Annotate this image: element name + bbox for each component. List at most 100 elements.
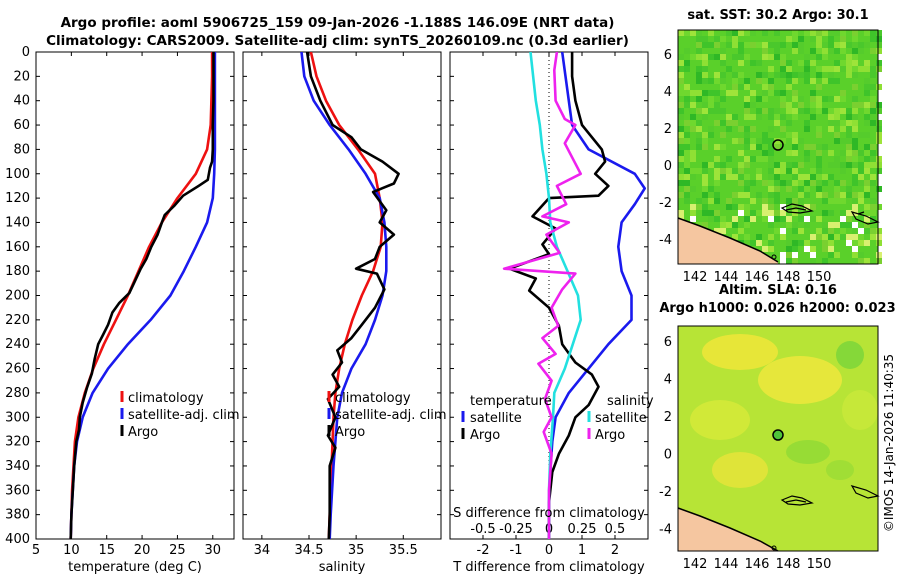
sst-map-cell (780, 114, 786, 120)
sst-map-cell (702, 168, 708, 174)
sla-map-small-island (771, 545, 777, 551)
sst-map-cell (834, 252, 840, 258)
sst-map-cell (798, 186, 804, 192)
salinity-legend-label: satellite-adj. clim (335, 408, 447, 423)
sst-map-cell (786, 72, 792, 78)
sla-map-title-line2: Argo h1000: 0.026 h2000: 0.023 (659, 301, 896, 316)
sst-map-cell (708, 216, 714, 222)
sst-map-cell (792, 198, 798, 204)
sst-map-cell (816, 162, 822, 168)
sst-map-cell (744, 180, 750, 186)
salinity-panel-frame (242, 51, 442, 540)
sst-map-cell (822, 48, 828, 54)
sst-map-cell (690, 186, 696, 192)
sst-map-cell (696, 168, 702, 174)
sst-map-cell (786, 180, 792, 186)
sst-map-cell (822, 240, 828, 246)
ticks-layer: 0204060801001201401601802002202402602803… (5, 45, 648, 558)
sst-map-cell (840, 30, 846, 36)
sst-map-cell (702, 162, 708, 168)
sst-map-cell (690, 150, 696, 156)
sst-map-cell (792, 258, 798, 264)
depth-tick-label: 100 (5, 167, 30, 182)
sst-map-cell (798, 138, 804, 144)
map-lat-tick-label: 2 (664, 122, 672, 137)
temperature-xlabel: temperature (deg C) (68, 560, 202, 575)
map-lat-tick-label: -2 (659, 485, 672, 500)
sst-map-cell (732, 84, 738, 90)
sst-map-cell (744, 114, 750, 120)
sst-map-cell (708, 162, 714, 168)
sst-map-cell (750, 60, 756, 66)
sst-map-cell (774, 186, 780, 192)
sst-map-cell (870, 72, 876, 78)
sst-map-cell (714, 36, 720, 42)
sst-map-cell (822, 174, 828, 180)
sst-map-cell (804, 180, 810, 186)
sst-map-cell (744, 162, 750, 168)
sst-map-cell (714, 108, 720, 114)
sst-map-cell (804, 240, 810, 246)
sst-map-cell (858, 234, 864, 240)
sst-map-cell (750, 240, 756, 246)
sst-map-cell (822, 78, 828, 84)
sst-map-cell (774, 108, 780, 114)
sst-map-cell (678, 108, 684, 114)
sst-map-cell (786, 198, 792, 204)
sst-map-cell (774, 210, 780, 216)
sst-map-cell (720, 96, 726, 102)
sst-map-cell (690, 204, 696, 210)
sst-map-cell (768, 156, 774, 162)
sst-map-cell (684, 66, 690, 72)
sst-map-cell (786, 78, 792, 84)
sst-map-cell (864, 216, 870, 222)
sst-map-cell (720, 174, 726, 180)
sst-map-cell (870, 228, 876, 234)
sst-map-cell (792, 168, 798, 174)
sst-map-cell (750, 198, 756, 204)
sst-map-cell (846, 240, 852, 246)
sst-map-cell (798, 42, 804, 48)
sst-map-cell (792, 204, 798, 210)
sst-map-cell (870, 174, 876, 180)
sst-map-cell (678, 78, 684, 84)
sst-map-cell (810, 168, 816, 174)
sst-map-cell (750, 42, 756, 48)
sst-map-cell (876, 252, 882, 258)
sst-map-cell (684, 120, 690, 126)
sst-map-cell (696, 198, 702, 204)
sst-map-cell (714, 156, 720, 162)
sst-map-cell (702, 174, 708, 180)
sst-map-cell (738, 168, 744, 174)
sst-map-cell (768, 162, 774, 168)
sst-map-cell (858, 150, 864, 156)
sst-map-cell (780, 72, 786, 78)
sst-map-cell (774, 162, 780, 168)
sst-map-cell (756, 240, 762, 246)
sst-map-cell (780, 126, 786, 132)
sst-map-cell (870, 120, 876, 126)
sst-map-cell (684, 162, 690, 168)
sst-map-cell (738, 48, 744, 54)
sst-map-cell (840, 90, 846, 96)
depth-tick-label: 320 (5, 435, 30, 450)
sst-map-cell (786, 186, 792, 192)
salinity-legend-label: climatology (335, 391, 411, 406)
sst-map-cell (738, 42, 744, 48)
temperature-x-tick-label: 30 (205, 543, 222, 558)
sst-map-cell (852, 72, 858, 78)
sst-map-cell (876, 138, 882, 144)
sst-map-cell (780, 66, 786, 72)
sst-map-cell (744, 216, 750, 222)
sla-map-island-contour (780, 495, 814, 506)
sst-map-cell (780, 180, 786, 186)
sst-map-cell (852, 246, 858, 252)
sst-map-cell (678, 156, 684, 162)
figure-title-line2: Climatology: CARS2009. Satellite-adj cli… (46, 33, 629, 49)
sst-map-cell (846, 234, 852, 240)
sst-map-cell (810, 60, 816, 66)
sst-map-cell (744, 222, 750, 228)
sst-map-cell (834, 222, 840, 228)
sst-map-cell (864, 30, 870, 36)
sst-map-cell (690, 30, 696, 36)
